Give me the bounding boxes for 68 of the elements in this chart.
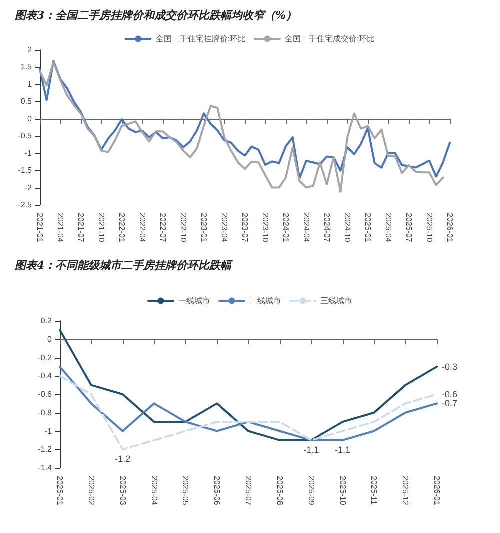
chart-title: 图表4：不同能级城市二手房挂牌价环比跌幅 xyxy=(15,259,234,272)
data-label: -1.1 xyxy=(304,444,320,455)
x-tick-label: 2025-09 xyxy=(306,476,316,506)
x-tick-label: 2025-01 xyxy=(364,213,372,243)
y-tick-label: 1 xyxy=(28,80,33,89)
x-tick-label: 2025-07 xyxy=(244,476,253,506)
y-tick-label: -0.8 xyxy=(38,408,53,418)
x-tick-label: 2025-12 xyxy=(401,476,410,506)
legend-label: 二线城市 xyxy=(250,296,282,306)
x-tick-label: 2025-10 xyxy=(338,476,348,506)
legend-label: 三线城市 xyxy=(320,296,352,306)
x-tick-label: 2025-05 xyxy=(181,476,190,506)
x-tick-label: 2021-04 xyxy=(56,213,65,243)
x-tick-label: 2022-01 xyxy=(118,213,126,243)
x-tick-label: 2026-01 xyxy=(446,213,454,243)
y-tick-label: -1 xyxy=(44,426,53,436)
y-tick-label: 1.5 xyxy=(20,62,33,72)
data-label: -0.3 xyxy=(442,362,458,372)
line-series xyxy=(59,329,438,442)
x-tick-label: 2026-01 xyxy=(432,476,442,506)
y-tick-label: 2 xyxy=(28,46,33,54)
y-tick-label: 0 xyxy=(48,334,53,344)
legend-label: 全国二手住宅挂牌价:环比 xyxy=(156,34,246,44)
x-tick-label: 2023-01 xyxy=(200,213,208,243)
y-tick-label: -0.2 xyxy=(38,353,53,362)
y-tick-label: -1 xyxy=(24,148,33,158)
x-tick-label: 2021-01 xyxy=(36,213,44,243)
legend-label: 一线城市 xyxy=(178,296,210,306)
y-tick-label: -0.6 xyxy=(38,390,53,399)
x-tick-label: 2025-02 xyxy=(86,476,96,506)
x-tick-label: 2025-07 xyxy=(404,213,414,243)
line-series xyxy=(59,366,438,442)
x-tick-label: 2025-11 xyxy=(370,476,379,506)
legend-label: 全国二手住宅成交价:环比 xyxy=(285,34,376,44)
x-tick-label: 2022-07 xyxy=(158,213,168,243)
x-tick-label: 2023-04 xyxy=(220,213,229,243)
data-label: -0.6 xyxy=(442,390,458,400)
y-tick-label: 0 xyxy=(28,114,33,124)
y-tick-label: -1.2 xyxy=(38,445,53,454)
x-tick-label: 2025-10 xyxy=(425,213,434,243)
y-tick-label: -2.5 xyxy=(18,200,33,210)
x-tick-label: 2025-08 xyxy=(275,476,284,506)
x-tick-label: 2025-03 xyxy=(118,476,128,506)
x-tick-label: 2021-07 xyxy=(76,213,86,243)
y-tick-label: -0.4 xyxy=(38,372,53,381)
x-tick-label: 2023-07 xyxy=(240,213,250,243)
x-tick-label: 2025-04 xyxy=(150,476,159,506)
x-tick-label: 2024-10 xyxy=(343,213,352,243)
y-tick-label: -1.5 xyxy=(18,166,33,176)
x-tick-label: 2022-04 xyxy=(138,213,147,243)
data-label: -1.1 xyxy=(334,444,351,455)
x-tick-label: 2024-01 xyxy=(282,213,290,243)
x-tick-label: 2023-10 xyxy=(261,213,270,243)
y-tick-label: 0.5 xyxy=(20,97,33,106)
chart-title: 图表3：全国二手房挂牌价和成交价环比跌幅均收窄（%） xyxy=(15,9,298,22)
x-tick-label: 2025-04 xyxy=(384,213,393,243)
x-tick-label: 2024-07 xyxy=(322,213,332,243)
x-tick-label: 2024-04 xyxy=(302,213,311,243)
data-label: -1.2 xyxy=(115,454,131,464)
x-tick-label: 2021-10 xyxy=(97,213,106,243)
x-tick-label: 2022-10 xyxy=(179,213,188,243)
y-tick-label: 0.2 xyxy=(40,316,53,326)
data-label: -0.7 xyxy=(442,398,458,409)
y-tick-label: -1.4 xyxy=(38,464,53,472)
y-tick-label: -2 xyxy=(24,183,33,192)
x-tick-label: 2025-06 xyxy=(212,476,222,506)
x-tick-label: 2025-01 xyxy=(56,476,64,506)
y-tick-label: -0.5 xyxy=(18,132,33,141)
